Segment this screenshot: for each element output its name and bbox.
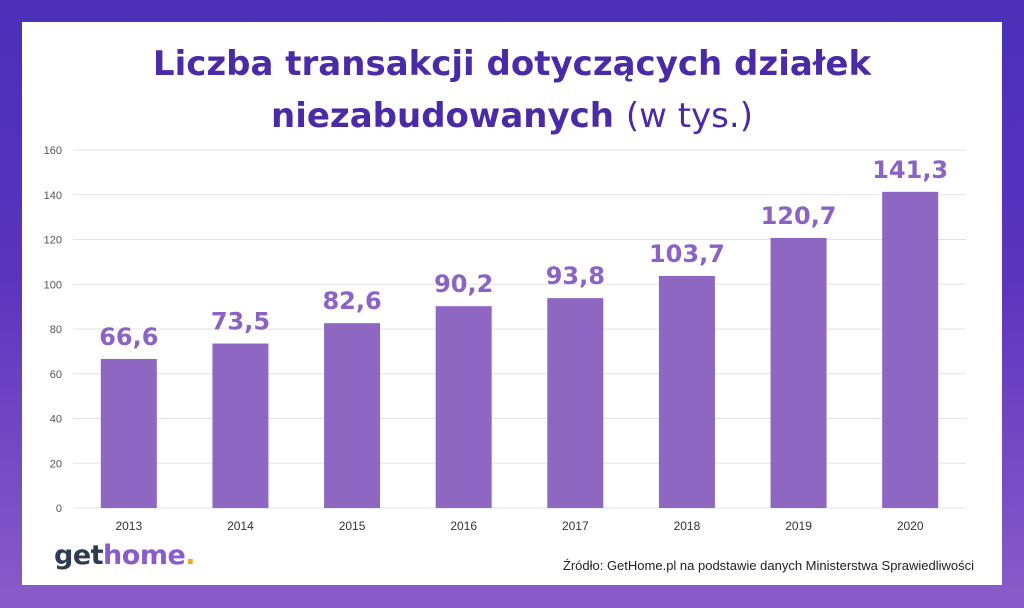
- bar-2017: [547, 298, 604, 508]
- x-tick-label: 2013: [115, 519, 142, 533]
- bar-2015: [324, 323, 381, 508]
- data-label: 66,6: [99, 323, 158, 351]
- bar-2016: [435, 306, 492, 508]
- bar-2014: [212, 343, 269, 508]
- title-line-1: Liczba transakcji dotyczących działek: [152, 44, 872, 84]
- bar-2018: [658, 275, 715, 508]
- x-tick-label: 2018: [674, 519, 701, 533]
- y-tick-label: 120: [44, 235, 62, 247]
- chart-card: [22, 22, 1002, 585]
- y-tick-label: 40: [50, 414, 62, 426]
- x-tick-label: 2019: [785, 519, 812, 533]
- data-label: 82,6: [322, 287, 381, 315]
- logo-get: get: [54, 540, 104, 571]
- gethome-logo: gethome.: [54, 540, 196, 571]
- bar-2020: [882, 191, 939, 508]
- y-tick-label: 100: [44, 279, 62, 291]
- source-note: Źródło: GetHome.pl na podstawie danych M…: [562, 558, 974, 573]
- y-tick-label: 140: [44, 190, 62, 202]
- data-label: 141,3: [872, 156, 948, 184]
- title-unit: (w tys.): [625, 96, 753, 136]
- data-label: 120,7: [761, 202, 837, 230]
- y-tick-label: 80: [50, 324, 62, 336]
- y-tick-label: 20: [50, 458, 62, 470]
- x-tick-label: 2015: [339, 519, 366, 533]
- y-tick-label: 160: [44, 145, 62, 157]
- x-tick-label: 2020: [897, 519, 924, 533]
- y-tick-label: 0: [56, 503, 62, 515]
- title-line-2: niezabudowanych (w tys.): [0, 90, 1024, 142]
- logo-home: home: [103, 540, 186, 571]
- x-tick-label: 2014: [227, 519, 254, 533]
- x-tick-label: 2016: [450, 519, 477, 533]
- data-label: 90,2: [434, 270, 493, 298]
- data-label: 93,8: [546, 262, 605, 290]
- logo-dot: .: [185, 540, 196, 571]
- y-tick-label: 60: [50, 369, 62, 381]
- bar-2013: [100, 358, 157, 508]
- data-label: 73,5: [211, 308, 270, 336]
- x-tick-label: 2017: [562, 519, 589, 533]
- data-label: 103,7: [649, 240, 725, 268]
- title-line-2-bold: niezabudowanych: [271, 96, 614, 136]
- chart-title: Liczba transakcji dotyczących działek ni…: [0, 38, 1024, 142]
- bar-2019: [770, 237, 827, 508]
